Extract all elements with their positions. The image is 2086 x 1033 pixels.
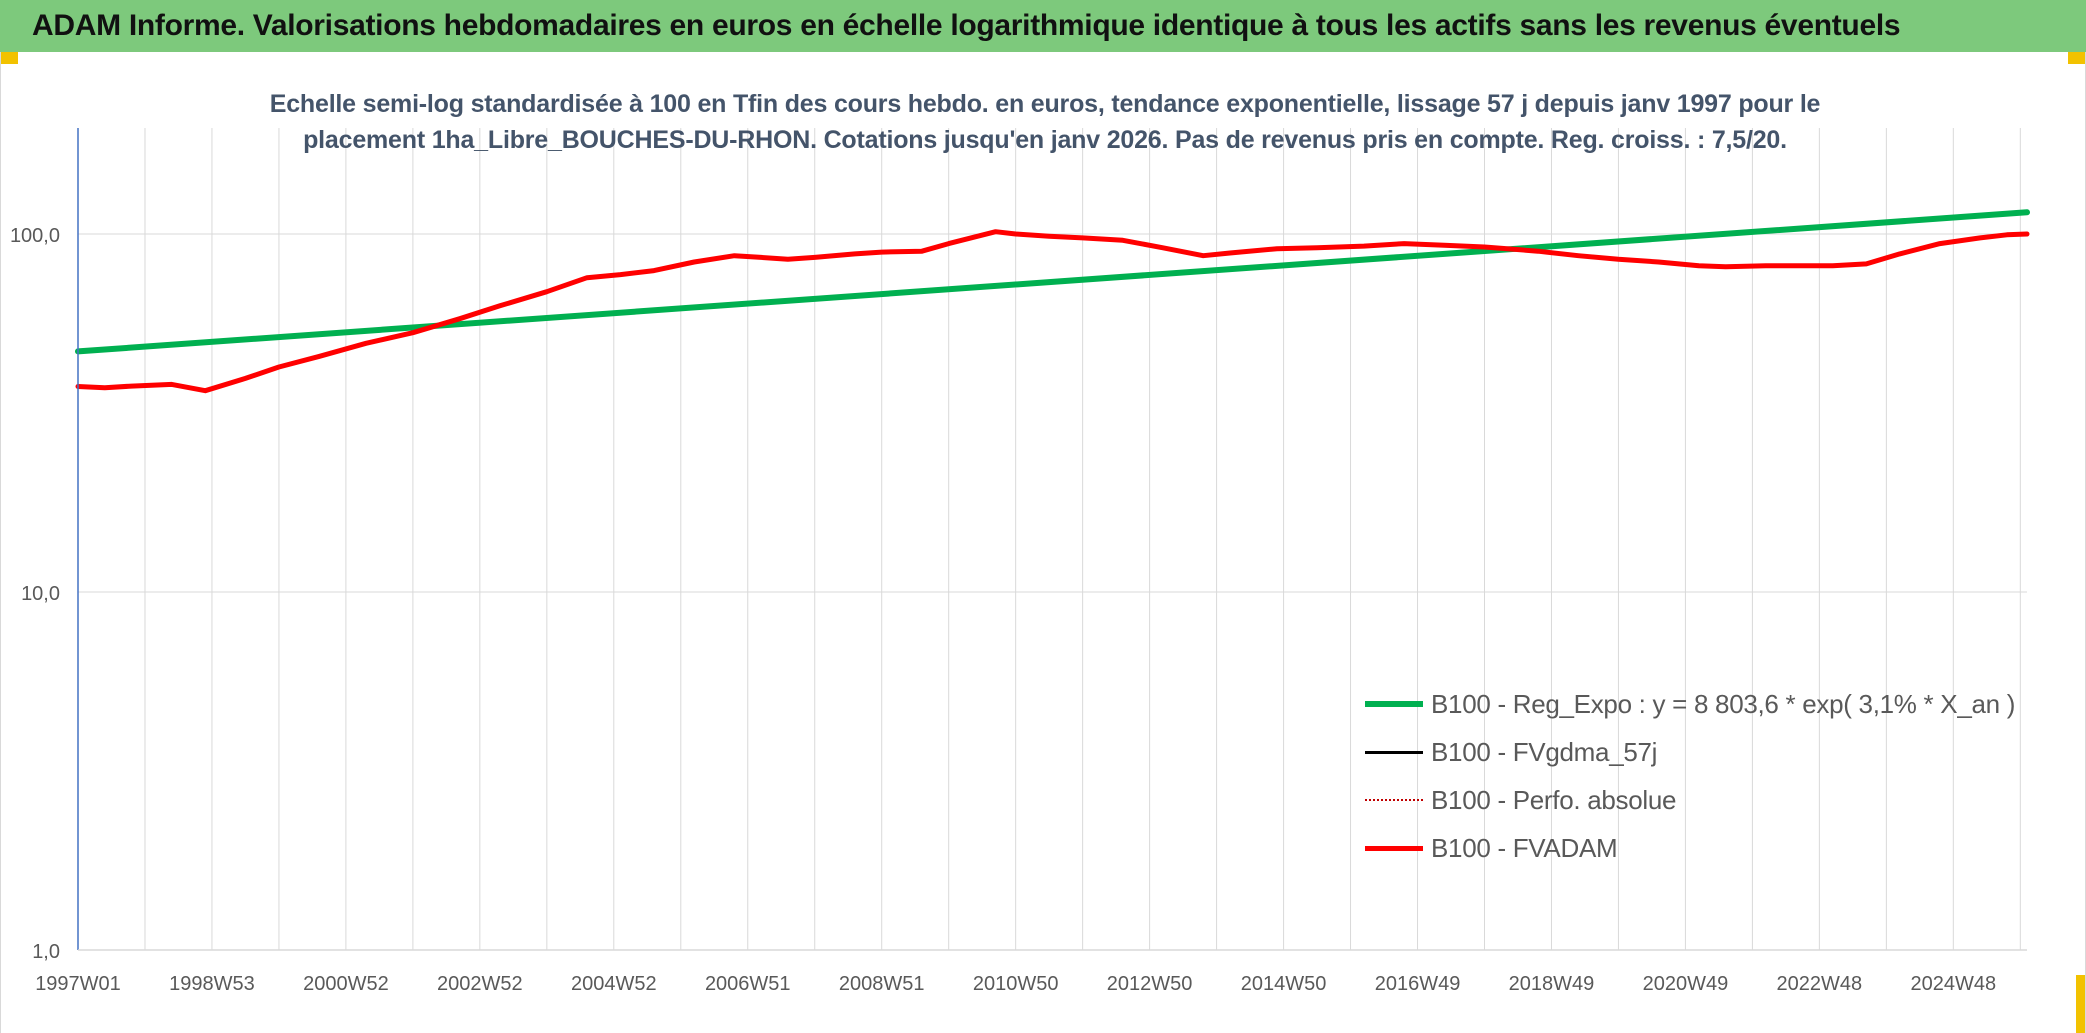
x-tick-label: 2018W49 [1509,973,1595,995]
x-tick-label: 2014W50 [1241,973,1327,995]
series-line-3 [75,229,2030,394]
corner-mark-top-right [2068,52,2086,64]
x-tick-label: 2008W51 [839,973,925,995]
legend-item-fvgdma: B100 - FVgdma_57j [1365,728,2065,776]
legend-swatch-fvadam [1365,845,1423,851]
report-banner: ADAM Informe. Valorisations hebdomadaire… [0,0,2086,52]
x-tick-label: 1997W01 [35,973,121,995]
corner-mark-top-left [0,52,18,64]
legend-label-perfo: B100 - Perfo. absolue [1431,784,1677,815]
y-tick-label: 1,0 [32,941,60,963]
legend-item-fvadam: B100 - FVADAM [1365,824,2065,872]
series-line-0 [75,209,2030,355]
x-tick-label: 1998W53 [169,973,255,995]
x-tick-label: 2000W52 [303,973,389,995]
legend-item-reg-expo: B100 - Reg_Expo : y = 8 803,6 * exp( 3,1… [1365,680,2065,728]
x-tick-label: 2020W49 [1643,973,1729,995]
report-title: ADAM Informe. Valorisations hebdomadaire… [32,9,1901,42]
legend-swatch-fvgdma [1365,750,1423,754]
y-tick-label: 100,0 [10,225,60,247]
legend-label-reg-expo: B100 - Reg_Expo : y = 8 803,6 * exp( 3,1… [1431,688,2016,719]
x-tick-label: 2004W52 [571,973,657,995]
x-tick-label: 2024W48 [1911,973,1997,995]
chart-title-line-2: placement 1ha_Libre_BOUCHES-DU-RHON. Cot… [303,126,1787,154]
legend-label-fvgdma: B100 - FVgdma_57j [1431,736,1658,767]
chart-legend: B100 - Reg_Expo : y = 8 803,6 * exp( 3,1… [1365,680,2065,872]
x-tick-label: 2010W50 [973,973,1059,995]
chart-title-line-1: Echelle semi-log standardisée à 100 en T… [269,90,1821,118]
x-tick-label: 2022W48 [1777,973,1863,995]
y-tick-label: 10,0 [21,583,60,605]
x-tick-label: 2012W50 [1107,973,1193,995]
legend-swatch-perfo [1365,799,1423,801]
chart-axes: 1,0 10,0 100,0 1997W01 1998W53 2000W52 2002W52… [10,128,2027,995]
legend-label-fvadam: B100 - FVADAM [1431,832,1618,863]
corner-mark-bottom-right [2076,975,2086,1033]
x-tick-label: 2016W49 [1375,973,1461,995]
legend-swatch-reg-expo [1365,701,1423,707]
x-tick-label: 2002W52 [437,973,523,995]
legend-item-perfo: B100 - Perfo. absolue [1365,776,2065,824]
x-tick-label: 2006W51 [705,973,791,995]
chart-title: Echelle semi-log standardisée à 100 en T… [260,86,1830,158]
chart-series [75,209,2030,394]
